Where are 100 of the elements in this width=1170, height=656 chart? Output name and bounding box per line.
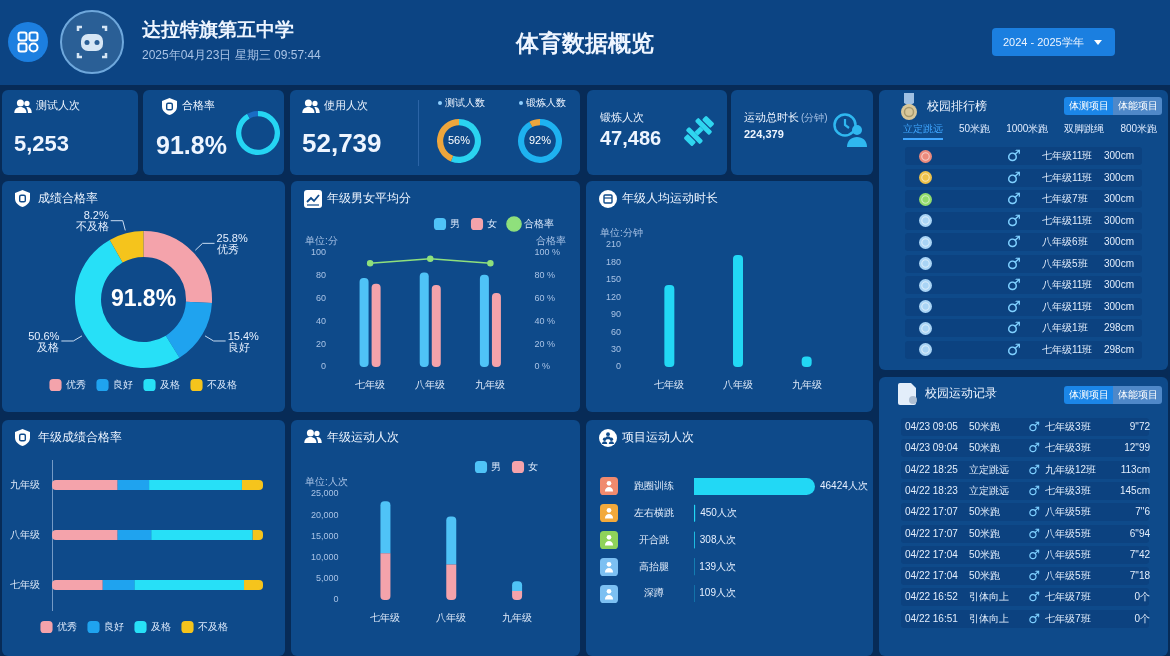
text: 47,486: [600, 126, 662, 150]
y-tick-label: 150: [605, 274, 622, 285]
text: 七年级11班: [1042, 343, 1093, 356]
text: ♂: [1028, 525, 1040, 541]
text: 运动总时长: [744, 110, 799, 124]
y-tick-label: 90: [611, 309, 622, 320]
x-tick-label: 七年级: [370, 611, 401, 623]
text: 七年级3班: [1045, 421, 1091, 433]
text: 300cm: [1103, 236, 1135, 248]
y-tick-label: 左右横跳: [634, 506, 674, 518]
data-label: 50.6%: [28, 329, 60, 342]
y-tick-label: 七年级: [10, 578, 40, 590]
text: 91.8%: [110, 284, 177, 311]
text: ♂: [1006, 274, 1022, 295]
text: 1000米跑: [1006, 123, 1049, 136]
legend-label: 女: [528, 460, 538, 472]
y-tick-label: 30: [611, 344, 622, 355]
legend-label: 女: [487, 217, 497, 229]
chart-title: 合格率: [182, 98, 215, 112]
text: 锻炼人次: [600, 110, 644, 124]
text: ♂: [1028, 482, 1040, 499]
text: 测试人次: [36, 98, 80, 112]
text: 04/22 17:07: [905, 527, 958, 540]
slice-label: 不及格: [75, 220, 109, 233]
y-tick-label: 180: [605, 256, 622, 267]
text: 04/22 16:51: [905, 612, 958, 625]
text: 50米跑: [969, 527, 1001, 540]
text: 八年级6班: [1042, 236, 1088, 248]
text: 0个: [1134, 591, 1150, 604]
text: 引体向上: [969, 612, 1009, 625]
text: 224,379: [744, 127, 784, 141]
text: 校园排行榜: [927, 99, 987, 114]
text: 2025年04月23日 星期三 09:57:44: [142, 48, 321, 63]
y-tick-label: 120: [605, 291, 622, 302]
text: 300cm: [1103, 171, 1135, 184]
y2-tick-label: 0 %: [534, 361, 550, 372]
text: 04/22 17:07: [905, 506, 958, 518]
text: (分钟): [801, 111, 828, 124]
text: 八年级5班: [1042, 257, 1088, 270]
text: 50米跑: [969, 421, 1001, 433]
chart-title: 测试人数: [445, 97, 485, 109]
text: 50米跑: [969, 570, 1001, 582]
text: 300cm: [1103, 279, 1135, 291]
text: 七年级11班: [1042, 150, 1093, 162]
y-tick-label: 深蹲: [644, 587, 664, 599]
chart-title: 年级男女平均分: [327, 191, 411, 206]
y-axis-title: 单位:人次: [305, 475, 348, 487]
text: ♂: [1028, 418, 1040, 435]
text: ♂: [1006, 296, 1022, 316]
data-label: 46424人次: [820, 480, 868, 492]
x-tick-label: 七年级: [355, 378, 386, 390]
data-label: 8.2%: [83, 209, 109, 222]
text: 达拉特旗第五中学: [142, 19, 294, 41]
y-tick-label: 15,000: [311, 530, 339, 541]
y-tick-label: 0: [333, 594, 339, 605]
x-tick-label: 九年级: [502, 611, 533, 623]
text: 50米跑: [969, 549, 1001, 561]
y-tick-label: 60: [611, 326, 622, 337]
y-tick-label: 0: [321, 361, 327, 372]
text: 04/22 18:25: [905, 463, 958, 476]
text: ♂: [1006, 253, 1022, 273]
x-tick-label: 八年级: [723, 378, 754, 390]
text: 七年级11班: [1042, 214, 1093, 227]
y-axis-title: 单位:分: [305, 234, 338, 246]
legend-label: 男: [491, 460, 501, 472]
y2-tick-label: 40 %: [534, 315, 555, 326]
x-tick-label: 九年级: [475, 378, 506, 390]
text: 7"6: [1135, 506, 1150, 518]
text: 八年级11班: [1042, 279, 1093, 291]
text: ♂: [1006, 167, 1022, 187]
text: 立定跳远: [903, 123, 943, 140]
text: 双脚跳绳: [1064, 123, 1105, 136]
chart-title: 成绩合格率: [38, 191, 98, 206]
text: 300cm: [1103, 300, 1135, 313]
legend-label: 及格: [150, 620, 171, 632]
toggle-buttons: 体测项目 体能项目: [1064, 97, 1162, 115]
text: 56%: [447, 134, 471, 147]
x-tick-label: 七年级: [654, 378, 685, 390]
slice-label: 及格: [37, 340, 60, 353]
data-label: 25.8%: [216, 231, 248, 244]
y-tick-label: 开合跳: [639, 533, 669, 545]
legend-label: 优秀: [65, 378, 86, 390]
text: ♂: [1028, 439, 1040, 456]
text: 七年级7班: [1045, 612, 1091, 625]
text: ♂: [1028, 610, 1040, 627]
text: 7"18: [1129, 570, 1150, 582]
text: 300cm: [1103, 214, 1135, 227]
text: 04/22 16:52: [905, 591, 958, 604]
data-label: 109人次: [699, 587, 736, 599]
y2-tick-label: 20 %: [534, 338, 555, 349]
text: 9"72: [1129, 421, 1150, 433]
legend-label: 优秀: [56, 620, 77, 632]
text: 使用人次: [324, 98, 368, 112]
text: ♂: [1028, 588, 1040, 605]
data-label: 308人次: [699, 533, 737, 545]
y2-tick-label: 80 %: [534, 270, 555, 281]
text: 12"99: [1124, 442, 1150, 455]
legend-label: 及格: [159, 378, 180, 390]
text: ♂: [1028, 546, 1040, 563]
legend-label: 良好: [112, 378, 133, 390]
